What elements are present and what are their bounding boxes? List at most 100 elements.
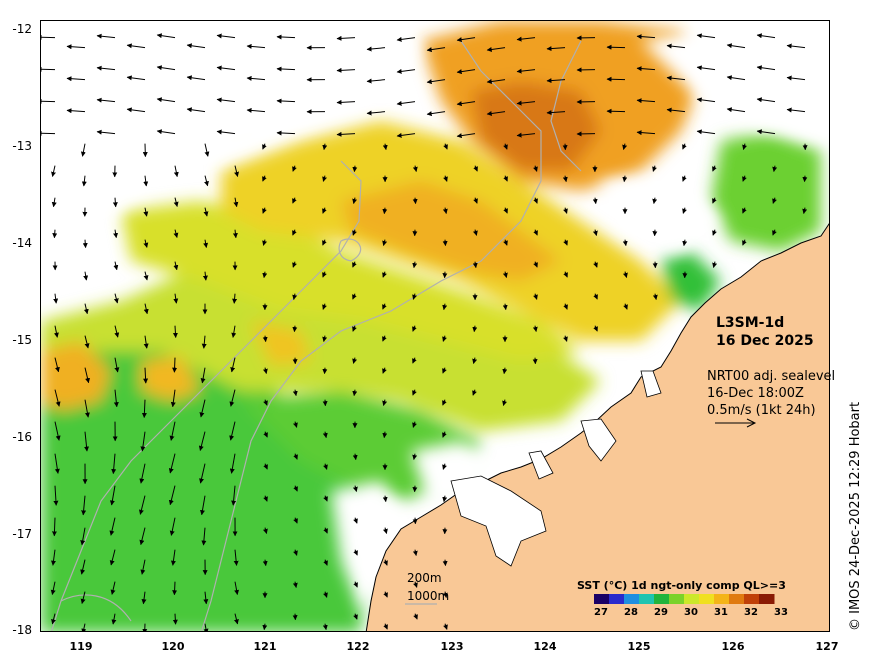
current-arrow bbox=[143, 239, 149, 248]
current-arrow bbox=[652, 197, 658, 204]
lat-label-16: -16 bbox=[12, 430, 32, 444]
current-arrow bbox=[172, 581, 178, 596]
current-arrow bbox=[231, 485, 237, 506]
current-arrow bbox=[426, 111, 446, 117]
current-arrow bbox=[262, 623, 268, 631]
current-arrow bbox=[80, 143, 86, 157]
current-arrow bbox=[140, 559, 146, 575]
current-arrow bbox=[396, 132, 416, 138]
current-arrow bbox=[382, 399, 388, 406]
current-arrow bbox=[712, 165, 717, 172]
colorbar-label-32: 32 bbox=[744, 607, 758, 618]
current-arrow bbox=[156, 65, 176, 71]
current-arrow bbox=[80, 527, 86, 546]
current-arrow bbox=[352, 453, 358, 461]
current-arrow bbox=[50, 581, 56, 595]
current-time: 16-Dec 18:00Z bbox=[707, 386, 804, 401]
current-arrow bbox=[563, 303, 568, 310]
current-arrow bbox=[140, 431, 146, 452]
current-arrow bbox=[563, 239, 568, 246]
current-arrow bbox=[516, 36, 536, 42]
current-arrow bbox=[772, 229, 777, 236]
current-arrow bbox=[80, 559, 86, 575]
current-arrow bbox=[81, 623, 87, 631]
current-arrow bbox=[292, 325, 298, 333]
current-arrow bbox=[772, 165, 778, 172]
colorbar-segment bbox=[654, 594, 670, 604]
current-arrow bbox=[292, 581, 298, 588]
current-arrow bbox=[96, 97, 116, 103]
current-arrow bbox=[246, 43, 266, 49]
current-scale: 0.5m/s (1kt 24h) bbox=[707, 403, 816, 418]
current-arrow bbox=[412, 197, 418, 205]
current-arrow bbox=[742, 207, 747, 214]
current-arrow bbox=[322, 175, 327, 182]
current-arrow bbox=[199, 463, 206, 484]
isobath-legend-line bbox=[405, 603, 437, 605]
current-arrow bbox=[352, 325, 357, 332]
current-arrow bbox=[756, 129, 776, 135]
current-arrow bbox=[412, 389, 417, 396]
current-arrow bbox=[456, 69, 476, 75]
current-arrow bbox=[352, 261, 357, 268]
current-arrow bbox=[352, 357, 358, 364]
current-arrow bbox=[726, 107, 746, 113]
current-arrow bbox=[53, 325, 59, 338]
current-arrow bbox=[139, 527, 146, 546]
current-arrow bbox=[54, 421, 61, 441]
current-arrow bbox=[383, 591, 388, 598]
current-arrow bbox=[323, 463, 328, 470]
current-arrow bbox=[413, 581, 418, 588]
current-arrow bbox=[473, 165, 478, 172]
current-arrow bbox=[546, 78, 566, 84]
current-arrow bbox=[109, 549, 116, 566]
current-arrow bbox=[592, 197, 598, 205]
current-arrow bbox=[198, 431, 206, 451]
current-arrow bbox=[203, 591, 209, 605]
current-arrow bbox=[503, 143, 508, 150]
current-arrow bbox=[366, 46, 386, 52]
current-arrow bbox=[696, 33, 716, 39]
current-arrow bbox=[563, 271, 568, 278]
current-arrow bbox=[141, 591, 147, 605]
colorbar-segment bbox=[609, 594, 625, 604]
current-arrow bbox=[336, 35, 356, 41]
current-arrow bbox=[696, 97, 716, 103]
current-arrow bbox=[292, 293, 298, 300]
current-arrow bbox=[109, 485, 116, 506]
current-arrow bbox=[636, 130, 656, 136]
current-arrow bbox=[322, 271, 327, 278]
current-source: NRT00 adj. sealevel bbox=[707, 369, 836, 384]
current-arrow bbox=[622, 239, 628, 247]
lat-label-17: -17 bbox=[12, 527, 32, 541]
current-arrow bbox=[382, 527, 388, 534]
current-arrow bbox=[53, 485, 59, 506]
current-arrow bbox=[562, 175, 568, 183]
lon-label-123: 123 bbox=[440, 640, 464, 653]
current-arrow bbox=[109, 517, 116, 536]
current-arrow bbox=[262, 335, 268, 343]
current-arrow bbox=[233, 197, 239, 208]
current-arrow bbox=[442, 591, 448, 598]
current-arrow bbox=[113, 229, 119, 239]
current-arrow bbox=[442, 399, 447, 406]
current-arrow bbox=[143, 271, 149, 281]
current-arrow bbox=[546, 46, 566, 52]
current-arrow bbox=[622, 143, 628, 150]
current-arrow bbox=[82, 239, 88, 249]
current-arrow bbox=[323, 495, 328, 502]
current-arrow bbox=[486, 111, 506, 116]
colorbar-segment bbox=[669, 594, 685, 604]
current-arrow bbox=[486, 79, 506, 84]
current-arrow bbox=[503, 175, 508, 182]
current-arrow bbox=[113, 261, 119, 271]
current-arrow bbox=[593, 261, 598, 268]
current-arrow bbox=[293, 421, 298, 428]
lat-label-14: -14 bbox=[12, 236, 32, 250]
current-arrow bbox=[156, 97, 176, 103]
current-arrow bbox=[696, 129, 716, 135]
credit-text: © IMOS 24-Dec-2025 12:29 Hobart bbox=[848, 401, 863, 631]
current-arrow bbox=[382, 431, 388, 439]
current-arrow bbox=[84, 431, 90, 452]
current-arrow bbox=[201, 335, 207, 349]
